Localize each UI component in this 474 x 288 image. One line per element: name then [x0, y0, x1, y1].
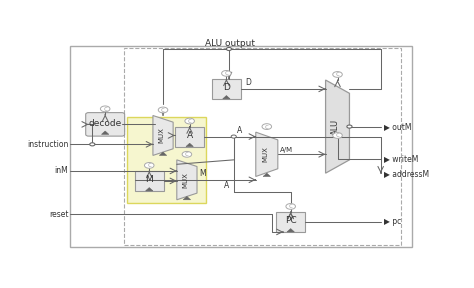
Text: ▶ writeM: ▶ writeM [384, 154, 419, 163]
Text: MUX: MUX [182, 172, 188, 188]
Text: c: c [188, 118, 191, 124]
Bar [124, 48, 401, 245]
Bar [127, 117, 206, 203]
Text: c: c [103, 106, 107, 112]
Polygon shape [153, 115, 173, 156]
Text: instruction: instruction [27, 140, 68, 149]
Text: M: M [199, 169, 205, 178]
Polygon shape [186, 143, 193, 147]
Text: c: c [185, 151, 189, 157]
Circle shape [231, 135, 237, 138]
Text: ▶ outM: ▶ outM [384, 122, 412, 131]
Circle shape [222, 71, 231, 76]
Polygon shape [159, 152, 167, 156]
Text: D: D [223, 83, 230, 92]
Circle shape [100, 106, 110, 112]
Text: ALU output: ALU output [205, 39, 255, 48]
Text: M: M [146, 175, 153, 184]
Polygon shape [223, 96, 230, 99]
Text: c: c [336, 71, 339, 77]
Text: MUX: MUX [262, 146, 268, 162]
Text: MUX: MUX [158, 128, 164, 143]
Polygon shape [326, 80, 349, 173]
Bar [212, 79, 241, 99]
Polygon shape [183, 196, 191, 200]
Bar [175, 127, 204, 147]
Text: ▶ addressM: ▶ addressM [384, 169, 429, 178]
Text: c: c [289, 203, 292, 209]
Circle shape [145, 162, 154, 168]
FancyBboxPatch shape [86, 113, 125, 136]
Text: c: c [161, 107, 165, 113]
Text: decode: decode [89, 119, 122, 128]
Polygon shape [256, 132, 278, 177]
Circle shape [158, 107, 168, 113]
Polygon shape [177, 160, 197, 200]
Polygon shape [146, 187, 153, 191]
Circle shape [185, 118, 194, 124]
Circle shape [227, 48, 231, 50]
Text: A: A [187, 131, 193, 140]
Text: PC: PC [285, 216, 297, 225]
Circle shape [347, 125, 352, 128]
Circle shape [90, 143, 95, 146]
Circle shape [286, 204, 295, 209]
Text: A/M: A/M [280, 147, 293, 153]
Polygon shape [101, 131, 109, 134]
Text: D: D [245, 78, 251, 87]
Text: ▶ pc: ▶ pc [384, 217, 401, 226]
Text: A: A [224, 181, 229, 190]
Circle shape [262, 124, 272, 130]
Circle shape [333, 132, 342, 138]
Text: ALU: ALU [331, 119, 340, 135]
Circle shape [333, 72, 342, 77]
Text: c: c [336, 132, 339, 139]
Text: c: c [265, 124, 269, 130]
Text: reset: reset [49, 210, 68, 219]
Polygon shape [287, 229, 294, 232]
Polygon shape [263, 173, 271, 177]
Text: inM: inM [55, 166, 68, 175]
Text: A: A [237, 126, 242, 135]
Text: c: c [225, 70, 228, 76]
Text: c: c [147, 162, 151, 168]
Bar [276, 212, 305, 232]
Circle shape [182, 151, 191, 157]
Bar [135, 171, 164, 191]
